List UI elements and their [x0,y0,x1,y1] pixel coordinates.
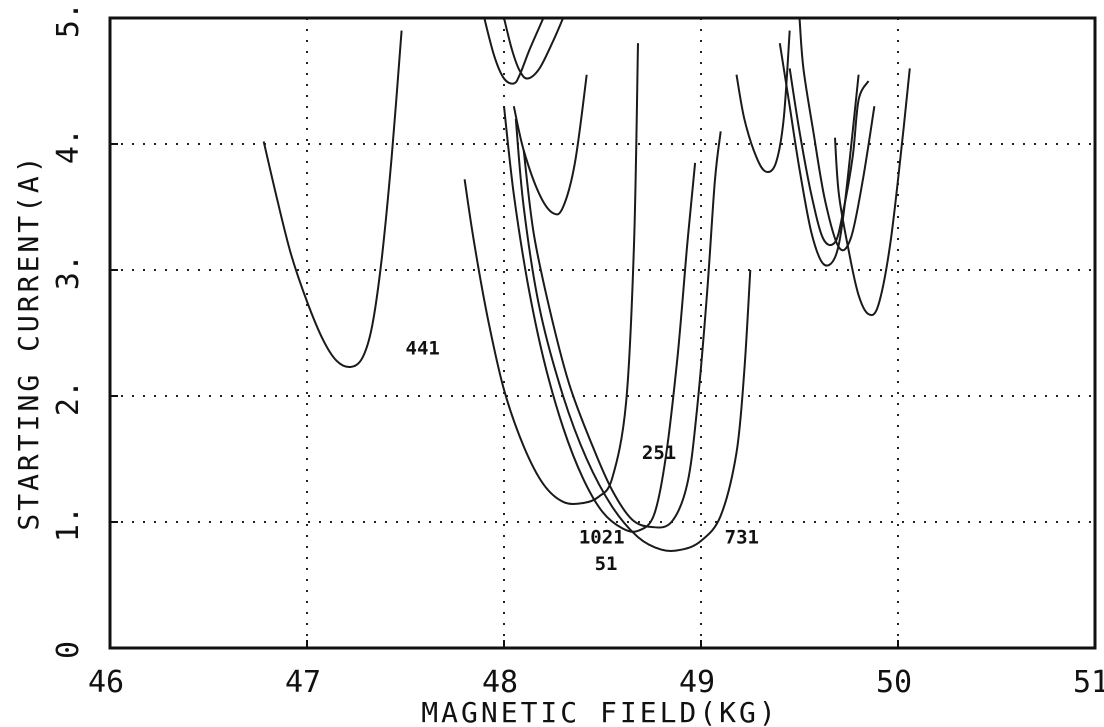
curve-unlabeled-5 [483,17,545,85]
y-axis-title: STARTING CURRENT(A) [12,153,45,530]
y-tick-label: 2. [51,380,86,416]
curve-label-441: 441 [406,337,440,359]
x-tick-label: 47 [285,665,321,700]
x-tick-label: 50 [876,665,912,700]
curve-label-251: 251 [642,442,676,464]
curve-731 [514,118,752,553]
curve-unlabeled-6 [503,17,565,80]
x-tick-label: 51 [1073,665,1104,700]
y-tick-label: 4. [51,128,86,164]
x-tick-label: 49 [679,665,715,700]
curve-unlabeled-8 [735,30,791,174]
x-axis-title: MAGNETIC FIELD(KG) [421,696,778,727]
curve-labels: 441 251 1021 731 51 [406,337,759,574]
curve-unlabeled-11 [798,17,876,252]
ticks: 46 47 48 49 50 51 0 1. 2. 3. 4. 5. [51,2,1104,700]
curve-51 [522,131,722,529]
curve-unlabeled-10 [788,68,870,247]
curve-1021 [463,43,639,505]
curve-label-731: 731 [725,526,759,548]
curve-label-1021: 1021 [579,526,625,548]
curve-unlabeled-12 [834,68,911,317]
y-tick-label: 1. [51,506,86,542]
y-tick-label: 0 [51,641,86,659]
curve-label-51: 51 [595,553,618,575]
x-tick-label: 48 [482,665,518,700]
curve-441 [262,30,403,369]
curve-unlabeled-7 [512,74,588,216]
x-tick-label: 46 [88,665,124,700]
curve-251 [503,106,697,533]
y-tick-label: 3. [51,254,86,290]
plot-frame [108,16,1097,650]
curve-unlabeled-9 [778,43,860,267]
curves [262,17,911,553]
y-tick-label: 5. [51,2,86,38]
